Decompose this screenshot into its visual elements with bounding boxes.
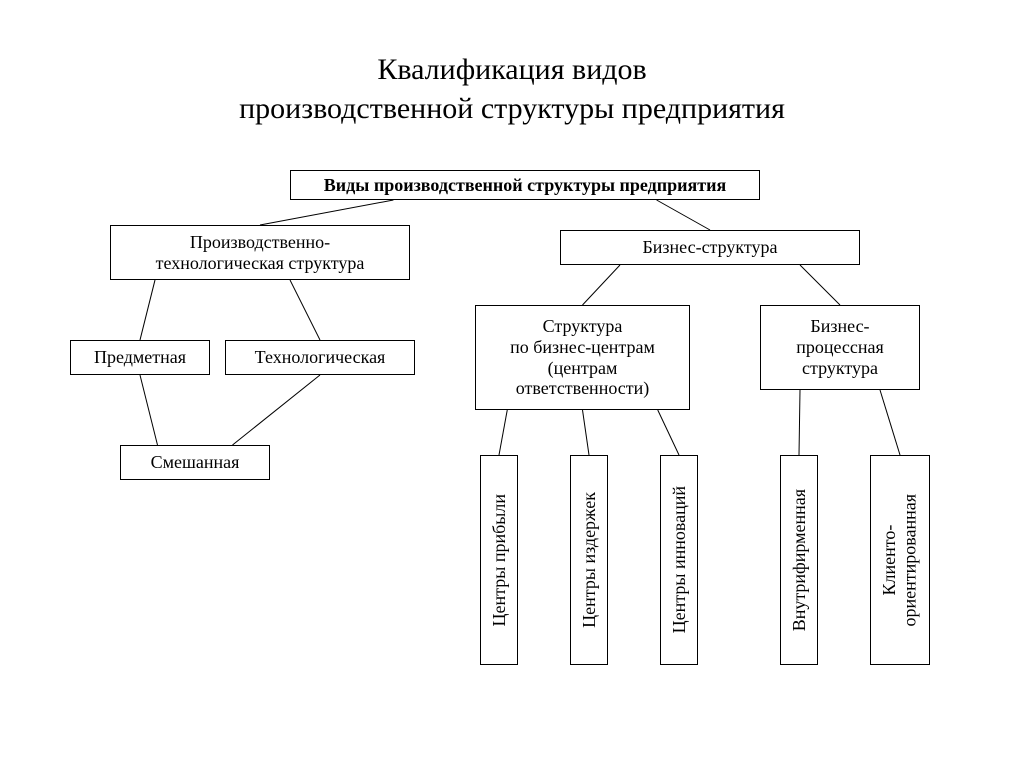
edge	[260, 200, 393, 225]
node-subj: Предметная	[70, 340, 210, 375]
node-mixed: Смешанная	[120, 445, 270, 480]
node-label: Центры инноваций	[665, 484, 694, 635]
node-prod: Производственно-технологическая структур…	[110, 225, 410, 280]
edge	[583, 265, 621, 305]
node-bproc: Бизнес-процесснаяструктура	[760, 305, 920, 390]
node-biz: Бизнес-структура	[560, 230, 860, 265]
edge	[140, 280, 155, 340]
edge	[657, 200, 710, 230]
edge	[290, 280, 320, 340]
edge	[880, 390, 900, 455]
node-root: Виды производственной структуры предприя…	[290, 170, 760, 200]
node-client: Клиенто-ориентированная	[870, 455, 930, 665]
node-tech: Технологическая	[225, 340, 415, 375]
node-label: Виды производственной структуры предприя…	[320, 173, 730, 198]
edge	[233, 375, 321, 445]
node-label: Бизнес-процесснаяструктура	[792, 314, 888, 380]
node-label: Предметная	[90, 345, 190, 370]
edge	[800, 265, 840, 305]
node-label: Центры издержек	[575, 490, 604, 630]
node-intra: Внутрифирменная	[780, 455, 818, 665]
node-label: Структурапо бизнес-центрам(центрамответс…	[506, 314, 659, 401]
node-label: Смешанная	[147, 450, 244, 475]
node-cost: Центры издержек	[570, 455, 608, 665]
edge	[658, 410, 679, 455]
diagram-page: Квалификация видовпроизводственной струк…	[0, 0, 1024, 767]
node-centers: Структурапо бизнес-центрам(центрамответс…	[475, 305, 690, 410]
edge	[499, 410, 507, 455]
node-profit: Центры прибыли	[480, 455, 518, 665]
node-label: Центры прибыли	[485, 492, 514, 628]
page-title: Квалификация видовпроизводственной струк…	[0, 50, 1024, 128]
node-label: Технологическая	[251, 345, 390, 370]
node-innov: Центры инноваций	[660, 455, 698, 665]
node-label: Производственно-технологическая структур…	[152, 230, 369, 275]
edge	[140, 375, 158, 445]
edge	[583, 410, 590, 455]
node-label: Внутрифирменная	[785, 487, 814, 633]
edge	[799, 390, 800, 455]
node-label: Бизнес-структура	[638, 235, 781, 260]
node-label: Клиенто-ориентированная	[875, 492, 924, 629]
